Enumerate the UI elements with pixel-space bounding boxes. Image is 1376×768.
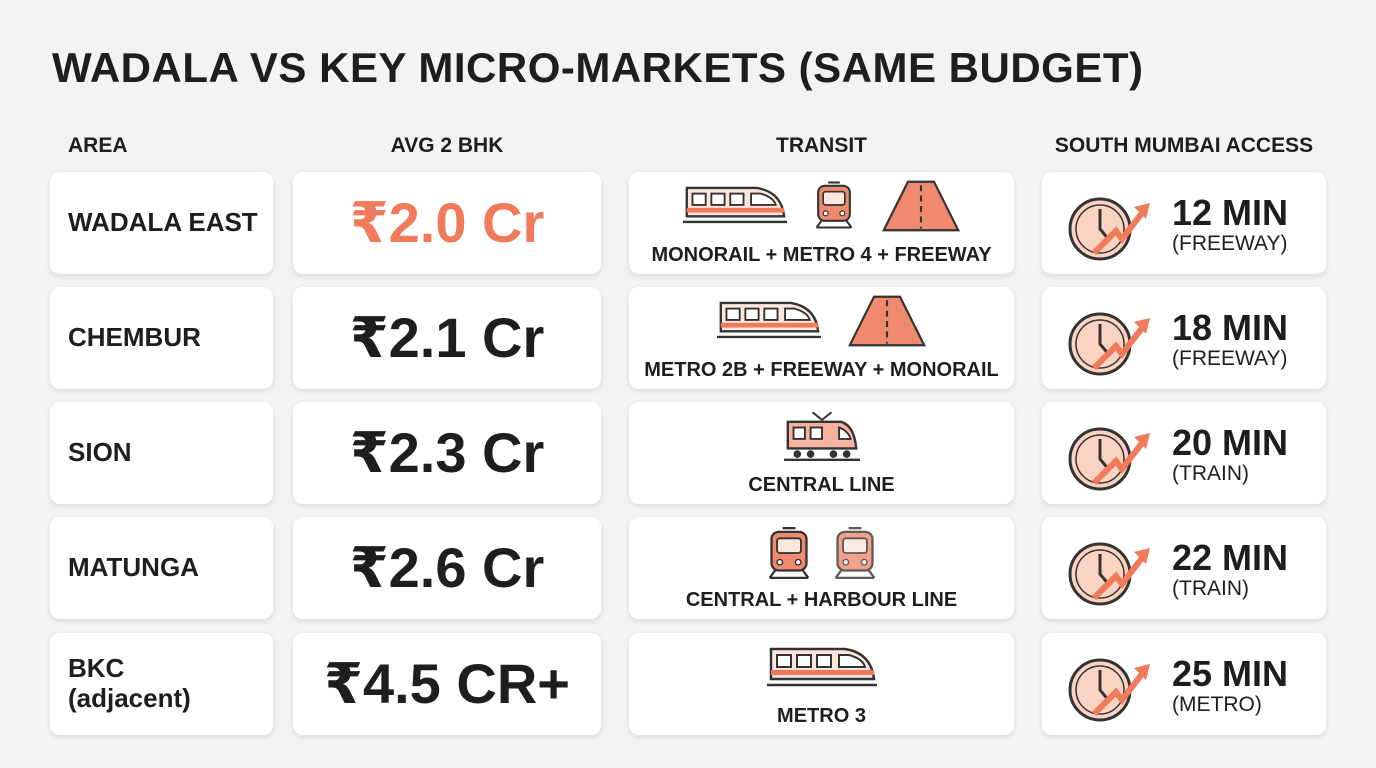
train-icon xyxy=(813,180,855,230)
access-card: 25 MIN (METRO) xyxy=(1042,633,1326,735)
area-card: MATUNGA xyxy=(50,517,273,619)
price: ₹2.6 Cr xyxy=(349,536,545,599)
travel-mode: (METRO) xyxy=(1172,693,1262,716)
area: CHEMBUR xyxy=(68,322,201,353)
travel-mode: (TRAIN) xyxy=(1172,577,1249,600)
column-header: AREA xyxy=(68,134,128,157)
price-card: ₹2.6 Cr xyxy=(293,517,601,619)
metro-icon xyxy=(683,180,787,228)
access-card: 18 MIN (FREEWAY) xyxy=(1042,287,1326,389)
transit-card: METRO 2B + FREEWAY + MONORAIL xyxy=(629,287,1014,389)
price: ₹4.5 CR+ xyxy=(324,652,570,715)
price: ₹2.1 Cr xyxy=(349,306,545,369)
travel-mode: (FREEWAY) xyxy=(1172,347,1288,370)
access-card: 12 MIN (FREEWAY) xyxy=(1042,172,1326,274)
transit-label: METRO 3 xyxy=(777,705,866,727)
column-header: AVG 2 BHK xyxy=(390,134,504,157)
road-icon xyxy=(847,295,927,347)
travel-time: 18 MIN xyxy=(1172,307,1289,348)
price: ₹2.3 Cr xyxy=(349,421,545,484)
clock-icon xyxy=(1064,532,1154,612)
transit-label: CENTRAL + HARBOUR LINE xyxy=(685,589,958,611)
area: WADALA EAST xyxy=(68,207,258,238)
metro-icon xyxy=(767,641,877,691)
area-card: WADALA EAST xyxy=(50,172,273,274)
train-icon xyxy=(784,410,860,464)
transit-card: CENTRAL LINE xyxy=(629,402,1014,504)
transit-icons xyxy=(629,180,1014,236)
travel-mode: (FREEWAY) xyxy=(1172,232,1288,255)
column-header: TRANSIT xyxy=(776,134,867,157)
road-icon xyxy=(881,180,961,232)
travel-time: 12 MIN xyxy=(1172,192,1289,233)
area: SION xyxy=(68,437,132,468)
transit-card: CENTRAL + HARBOUR LINE xyxy=(629,517,1014,619)
train-icon xyxy=(766,525,812,581)
clock-icon xyxy=(1064,187,1154,267)
area: BKC (adjacent) xyxy=(68,653,191,713)
transit-icons xyxy=(629,410,1014,466)
metro-icon xyxy=(717,295,821,343)
price-card: ₹2.3 Cr xyxy=(293,402,601,504)
area-card: SION xyxy=(50,402,273,504)
column-header: SOUTH MUMBAI ACCESS xyxy=(1054,134,1314,157)
transit-label: METRO 2B + FREEWAY + MONORAIL xyxy=(644,359,999,381)
transit-card: METRO 3 xyxy=(629,633,1014,735)
clock-icon xyxy=(1064,417,1154,497)
transit-label: CENTRAL LINE xyxy=(748,474,895,496)
transit-icons xyxy=(629,525,1014,581)
area-card: BKC (adjacent) xyxy=(50,633,273,735)
transit-label: MONORAIL + METRO 4 + FREEWAY xyxy=(651,244,992,266)
title: WADALA VS KEY MICRO-MARKETS (SAME BUDGET… xyxy=(52,44,1144,91)
travel-mode: (TRAIN) xyxy=(1172,462,1249,485)
travel-time: 20 MIN xyxy=(1172,422,1289,463)
price: ₹2.0 Cr xyxy=(349,191,545,254)
transit-icons xyxy=(629,641,1014,697)
transit-card: MONORAIL + METRO 4 + FREEWAY xyxy=(629,172,1014,274)
travel-time: 22 MIN xyxy=(1172,537,1289,578)
area-card: CHEMBUR xyxy=(50,287,273,389)
train-icon xyxy=(832,525,878,581)
price-card: ₹2.1 Cr xyxy=(293,287,601,389)
area: MATUNGA xyxy=(68,552,199,583)
access-card: 20 MIN (TRAIN) xyxy=(1042,402,1326,504)
access-card: 22 MIN (TRAIN) xyxy=(1042,517,1326,619)
price-card: ₹2.0 Cr xyxy=(293,172,601,274)
clock-icon xyxy=(1064,302,1154,382)
clock-icon xyxy=(1064,648,1154,728)
transit-icons xyxy=(629,295,1014,351)
travel-time: 25 MIN xyxy=(1172,653,1289,694)
price-card: ₹4.5 CR+ xyxy=(293,633,601,735)
